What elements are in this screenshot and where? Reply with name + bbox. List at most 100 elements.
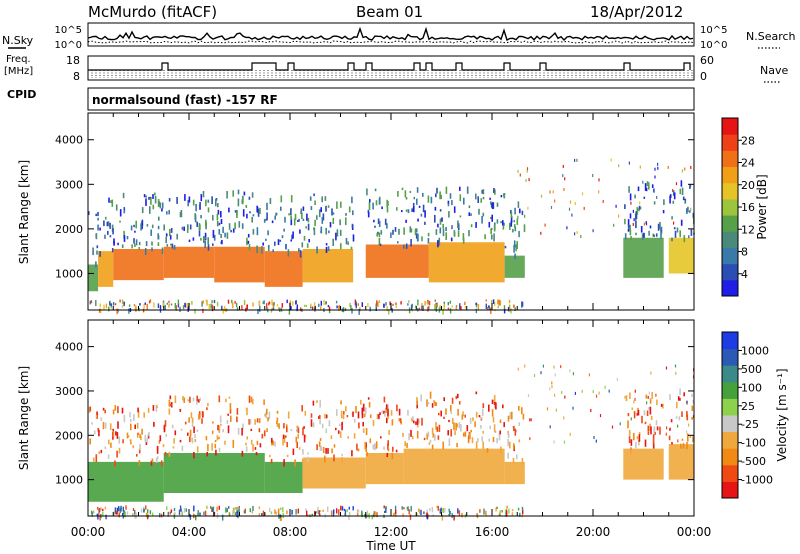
echo-speck [676, 401, 678, 409]
echo-speck [266, 202, 268, 210]
x-tick-label: 08:00 [273, 525, 308, 539]
echo-speck [108, 197, 110, 203]
cpid-panel-frame [87, 87, 695, 111]
echo-speck [470, 213, 472, 216]
ground-scatter-speck [243, 299, 246, 306]
ground-scatter-speck [357, 303, 359, 306]
echo-speck [581, 192, 584, 196]
ground-scatter-speck [95, 300, 97, 306]
ground-scatter-speck [311, 513, 314, 517]
colorbar-swatch [722, 431, 738, 449]
echo-speck [405, 197, 408, 200]
echo-speck [331, 208, 333, 216]
echo-speck [412, 202, 415, 206]
echo-speck [245, 446, 248, 452]
y-tick-label: 3000 [55, 178, 83, 191]
ground-scatter-speck [376, 512, 378, 518]
ground-scatter-speck [325, 301, 327, 305]
echo-speck [325, 414, 328, 419]
ground-scatter-speck [203, 511, 205, 515]
echo-speck [226, 232, 229, 239]
echo-speck [464, 431, 467, 437]
ground-scatter-speck [210, 303, 212, 309]
echo-speck [374, 443, 376, 451]
colorbar-tick-label: 28 [741, 134, 755, 147]
echo-speck [122, 192, 125, 199]
echo-speck [629, 224, 631, 231]
echo-speck [165, 233, 168, 237]
echo-speck [139, 444, 141, 451]
ground-scatter-speck [501, 510, 503, 513]
freq-left-tick-bottom: 8 [73, 70, 80, 83]
echo-speck [628, 436, 631, 443]
echo-speck [180, 428, 183, 431]
echo-speck [629, 392, 631, 399]
echo-speck [643, 410, 646, 416]
echo-speck [682, 443, 685, 449]
echo-speck [318, 416, 320, 419]
echo-speck [336, 229, 339, 237]
echo-speck [588, 373, 590, 377]
echo-speck [347, 241, 349, 245]
echo-speck [150, 229, 152, 236]
echo-speck [650, 426, 652, 435]
ground-scatter-speck [511, 512, 514, 516]
ground-scatter-speck [305, 508, 307, 512]
echo-speck [303, 426, 305, 429]
echo-speck [624, 233, 627, 240]
ground-scatter-speck [508, 305, 511, 311]
ground-scatter-speck [435, 306, 438, 312]
ground-scatter-speck [423, 511, 425, 515]
echo-speck [249, 419, 252, 425]
echo-speck [205, 219, 207, 227]
echo-speck [686, 414, 689, 421]
ground-scatter-speck [133, 304, 136, 307]
echo-speck [502, 223, 505, 230]
echo-band [623, 448, 664, 480]
echo-speck [598, 391, 600, 395]
ground-scatter-speck [175, 305, 177, 311]
echo-speck [258, 428, 261, 433]
ground-scatter-speck [105, 303, 108, 309]
ground-scatter-speck [317, 509, 319, 514]
colorbar-tick-label: 12 [741, 223, 755, 236]
echo-speck [653, 428, 656, 435]
echo-speck [302, 427, 304, 436]
echo-speck [247, 240, 250, 244]
ground-scatter-speck [105, 514, 107, 520]
ground-scatter-speck [344, 509, 347, 516]
echo-speck [104, 422, 107, 429]
echo-speck [379, 412, 381, 415]
echo-speck [665, 432, 667, 436]
echo-speck [112, 409, 115, 415]
echo-speck [171, 424, 174, 429]
echo-speck [466, 425, 469, 432]
ground-scatter-speck [315, 511, 317, 514]
echo-speck [109, 423, 112, 431]
echo-speck [246, 237, 248, 246]
echo-speck [176, 197, 178, 204]
echo-speck [436, 187, 438, 194]
echo-speck [282, 438, 284, 446]
echo-speck [515, 244, 517, 252]
echo-speck [267, 245, 270, 248]
echo-speck [502, 220, 504, 226]
echo-speck [652, 434, 655, 437]
echo-speck [423, 437, 426, 441]
echo-speck [312, 400, 315, 406]
echo-speck [648, 391, 650, 395]
echo-speck [290, 239, 292, 242]
echo-speck [364, 441, 367, 450]
echo-speck [677, 439, 679, 443]
ground-scatter-speck [143, 304, 145, 309]
echo-speck [638, 205, 641, 210]
echo-speck [397, 241, 399, 244]
echo-speck [263, 430, 266, 437]
echo-speck [422, 192, 424, 197]
echo-speck [484, 234, 486, 240]
echo-speck [453, 232, 456, 237]
echo-speck [540, 231, 542, 235]
echo-speck [144, 248, 147, 255]
echo-speck [176, 233, 178, 240]
echo-speck [256, 205, 258, 213]
